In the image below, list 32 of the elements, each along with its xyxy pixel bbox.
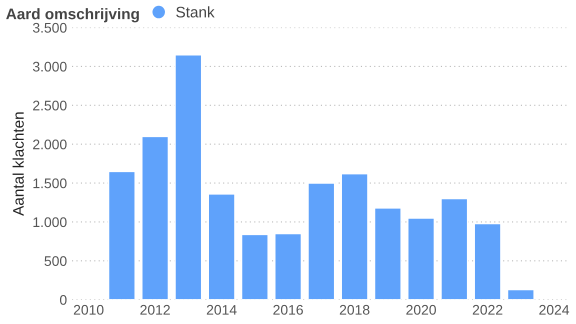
y-tick-label: 1.500: [33, 178, 67, 188]
bar: [208, 193, 236, 300]
y-tick-label: 2.500: [33, 100, 67, 110]
bar: [440, 198, 468, 300]
y-axis-title: Aantal klachten: [12, 112, 24, 216]
bar: [174, 54, 202, 300]
x-tick-label: 2010: [74, 304, 104, 315]
legend-label: Stank: [176, 6, 215, 18]
bar: [108, 170, 136, 300]
y-tick-label: 3.000: [32, 62, 67, 72]
legend-title: Aard omschrijving: [6, 8, 139, 22]
y-tick-label: 2.000: [33, 140, 67, 150]
bar: [407, 217, 436, 300]
x-tick-label: 2016: [273, 304, 303, 315]
x-tick-label: 2012: [140, 304, 170, 315]
x-tick-label: 2018: [340, 304, 370, 315]
y-tick-label: 0: [60, 295, 67, 305]
x-tick-label: 2014: [206, 304, 237, 315]
bar: [340, 173, 369, 300]
y-tick-label: 1.000: [33, 217, 67, 228]
bar: [506, 288, 535, 300]
x-tick-label: 2022: [472, 304, 502, 315]
bar: [274, 232, 302, 300]
bar: [474, 222, 502, 300]
bar: [141, 136, 170, 300]
bar: [240, 234, 269, 300]
y-tick-label: 500: [44, 256, 67, 266]
x-tick-label: 2020: [406, 304, 436, 315]
x-tick-label: 2024: [539, 304, 570, 315]
y-tick-label: 3.500: [32, 22, 67, 33]
bar: [307, 182, 336, 300]
bar: [374, 207, 402, 300]
